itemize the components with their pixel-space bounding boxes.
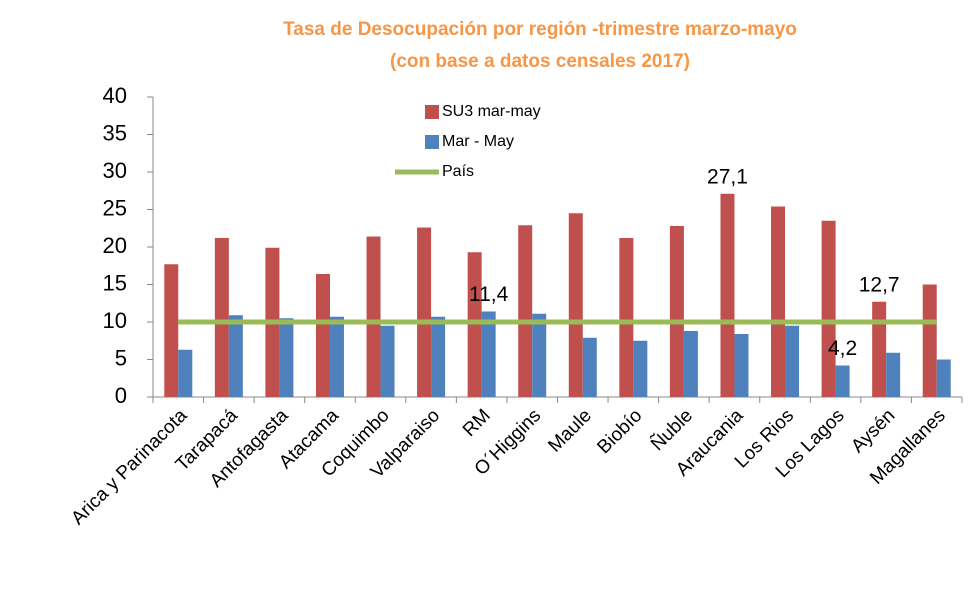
bar xyxy=(214,238,229,397)
data-label: 12,7 xyxy=(859,273,900,296)
bar xyxy=(633,340,648,397)
legend-label: Mar - May xyxy=(442,133,514,150)
legend-label: SU3 mar-may xyxy=(442,103,541,120)
data-label: 4,2 xyxy=(828,337,857,360)
y-tick-label: 10 xyxy=(103,308,127,333)
y-tick-label: 0 xyxy=(115,383,127,408)
bar xyxy=(669,226,684,397)
bar xyxy=(720,193,735,397)
bar xyxy=(315,274,330,397)
y-tick-label: 25 xyxy=(103,195,127,220)
y-tick-label: 15 xyxy=(103,270,127,295)
y-tick-label: 5 xyxy=(115,345,127,370)
x-tick-label: RM xyxy=(459,405,495,441)
bar xyxy=(821,220,836,397)
data-label: 27,1 xyxy=(707,165,748,188)
legend-swatch xyxy=(425,105,439,119)
bar xyxy=(619,238,634,397)
bar xyxy=(734,334,749,397)
bar xyxy=(582,337,597,397)
chart-title: Tasa de Desocupación por región -trimest… xyxy=(283,19,797,40)
bar xyxy=(366,236,381,397)
bar xyxy=(431,316,446,397)
bar xyxy=(872,301,887,397)
chart-subtitle: (con base a datos censales 2017) xyxy=(390,51,690,72)
bar xyxy=(178,349,193,397)
y-tick-label: 20 xyxy=(103,233,127,258)
bar xyxy=(936,359,951,397)
bar xyxy=(835,365,850,397)
legend-swatch xyxy=(425,135,439,149)
x-tick-label: Arica y Parinacota xyxy=(67,405,191,529)
y-tick-label: 35 xyxy=(103,120,127,145)
bar xyxy=(771,206,786,397)
x-tick-label: Biobío xyxy=(593,405,646,458)
bar xyxy=(518,225,533,397)
bar xyxy=(532,313,547,397)
bar xyxy=(164,264,179,397)
bar xyxy=(922,284,937,397)
bar xyxy=(683,331,698,397)
bar xyxy=(785,325,800,397)
bar xyxy=(467,252,482,397)
bar xyxy=(886,352,901,397)
legend-label: País xyxy=(442,163,474,180)
bar xyxy=(279,318,294,397)
bar xyxy=(481,311,496,397)
data-label: 11,4 xyxy=(469,283,509,306)
bar xyxy=(228,315,243,397)
x-tick-label: Maule xyxy=(544,405,595,456)
y-tick-label: 30 xyxy=(103,158,127,183)
y-tick-label: 40 xyxy=(103,83,127,108)
bar xyxy=(568,213,583,397)
bar xyxy=(417,227,432,397)
bar xyxy=(380,325,395,397)
bar xyxy=(329,316,344,397)
